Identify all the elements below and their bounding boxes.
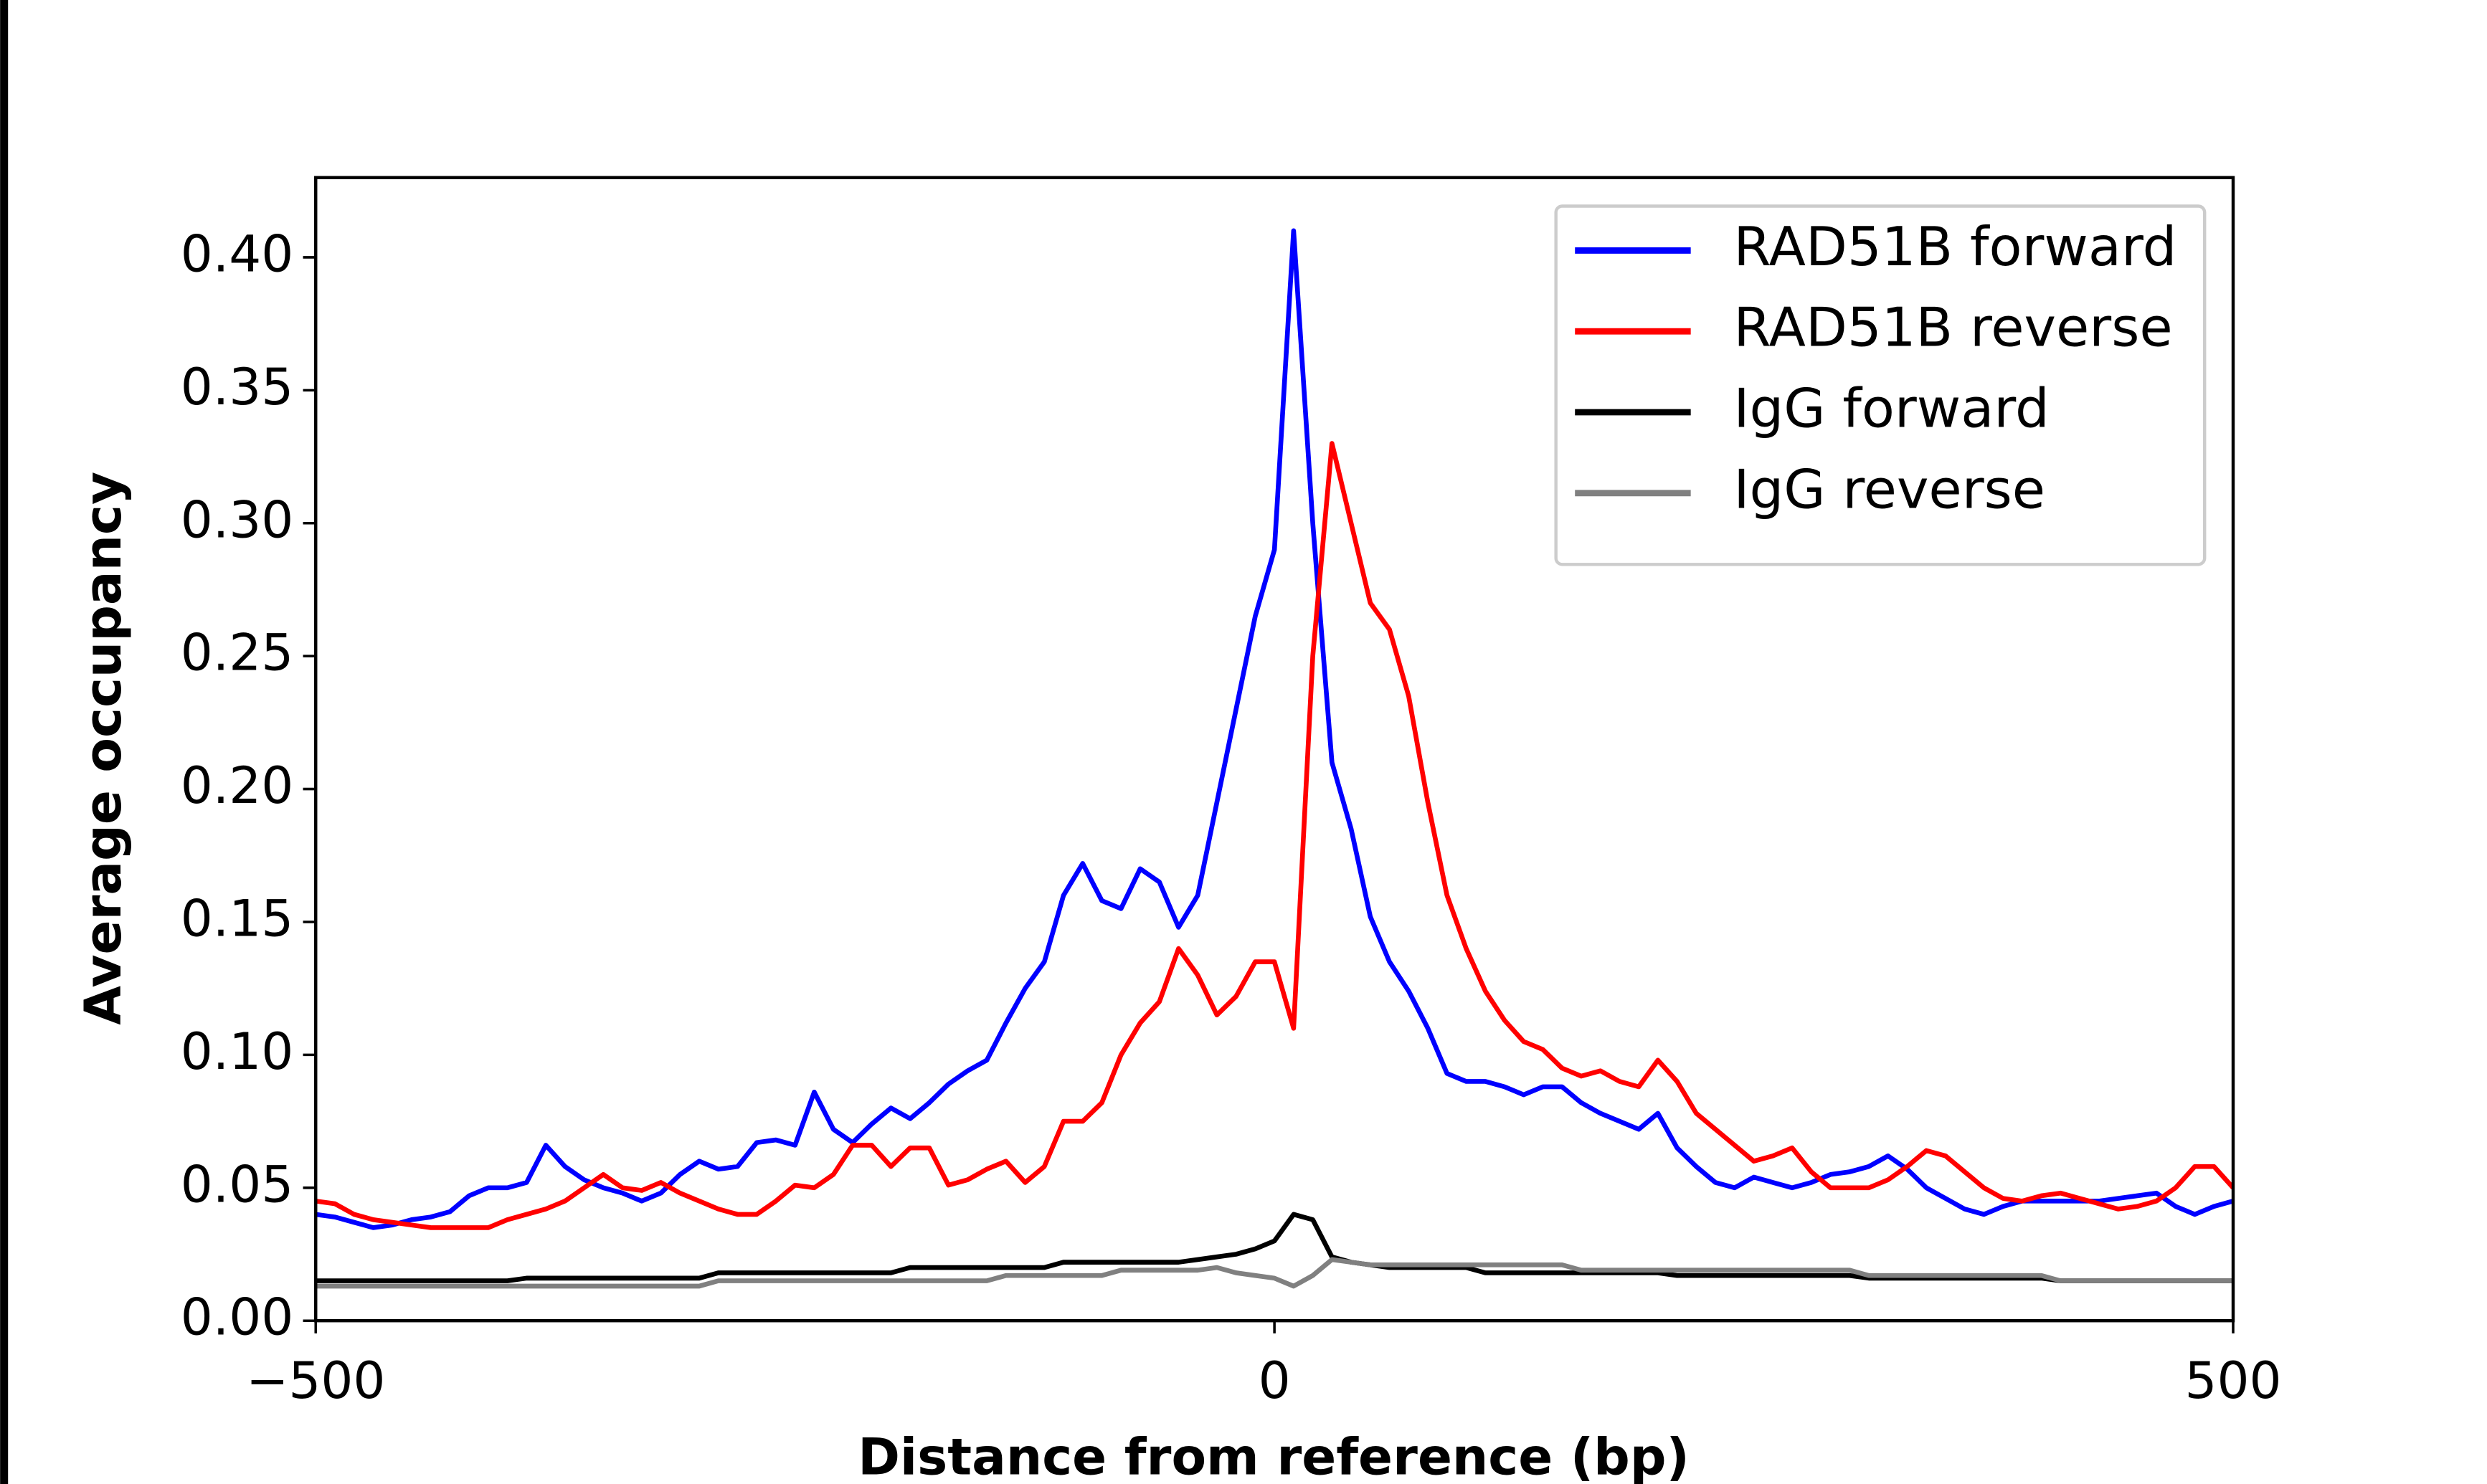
legend-label: RAD51B forward bbox=[1733, 215, 2176, 278]
series-line bbox=[316, 228, 2234, 1230]
x-tick-label: −500 bbox=[246, 1351, 385, 1410]
y-tick-label: 0.05 bbox=[181, 1154, 294, 1214]
y-tick-label: 0.35 bbox=[181, 357, 294, 417]
y-tick-label: 0.30 bbox=[181, 490, 294, 549]
y-tick-label: 0.25 bbox=[181, 623, 294, 682]
legend-label: RAD51B reverse bbox=[1733, 296, 2172, 359]
y-tick-label: 0.10 bbox=[181, 1022, 294, 1081]
series-line bbox=[316, 441, 2234, 1230]
x-tick-label: 0 bbox=[1259, 1351, 1291, 1410]
legend-box bbox=[1554, 204, 2207, 566]
y-tick-label: 0.20 bbox=[181, 756, 294, 815]
legend-label: IgG forward bbox=[1733, 377, 2049, 440]
y-tick-label: 0.15 bbox=[181, 889, 294, 948]
y-axis-title: Average occupancy bbox=[73, 472, 133, 1025]
x-axis-title: Distance from reference (bp) bbox=[858, 1427, 1690, 1484]
left-border bbox=[0, 0, 9, 1484]
series-line bbox=[316, 1212, 2234, 1283]
plot-area bbox=[316, 228, 2234, 1289]
legend-label: IgG reverse bbox=[1733, 457, 2045, 520]
x-tick-label: 500 bbox=[2184, 1351, 2281, 1410]
y-tick-label: 0.40 bbox=[181, 224, 294, 283]
y-tick-label: 0.00 bbox=[181, 1288, 294, 1347]
series-line bbox=[316, 1257, 2234, 1289]
